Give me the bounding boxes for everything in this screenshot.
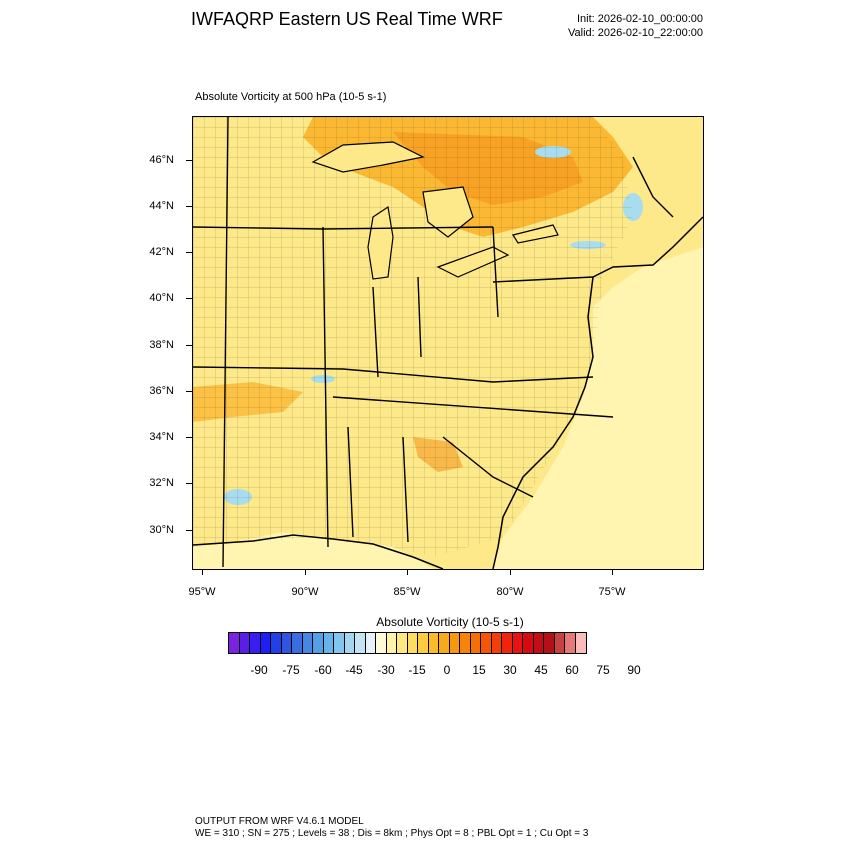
figure-title: IWFAQRP Eastern US Real Time WRF — [191, 9, 503, 29]
footer-model-line: OUTPUT FROM WRF V4.6.1 MODEL — [195, 816, 364, 827]
colorbar-swatch — [533, 633, 544, 653]
colorbar-label: -15 — [408, 663, 426, 677]
colorbar-label: 30 — [503, 663, 517, 677]
colorbar-swatch — [260, 633, 271, 653]
colorbar-label: 0 — [443, 663, 451, 677]
map-canvas — [193, 117, 703, 569]
lat-label-38n: 38°N — [149, 339, 174, 351]
lat-label-30n: 30°N — [149, 524, 174, 536]
lat-tick — [186, 483, 192, 484]
lat-tick — [186, 391, 192, 392]
lon-tick — [407, 569, 408, 575]
lake-ontario — [512, 224, 559, 244]
colorbar-swatch — [386, 633, 397, 653]
colorbar-label: 60 — [565, 663, 579, 677]
colorbar-swatch — [239, 633, 250, 653]
colorbar-swatch — [407, 633, 418, 653]
colorbar — [228, 632, 587, 654]
colorbar-swatch — [281, 633, 292, 653]
colorbar-swatch — [250, 633, 261, 653]
colorbar-swatch — [565, 633, 576, 653]
valid-time: Valid: 2026-02-10_22:00:00 — [568, 27, 703, 39]
colorbar-swatch — [575, 633, 586, 653]
colorbar-swatch — [491, 633, 502, 653]
colorbar-swatch — [302, 633, 313, 653]
lat-label-40n: 40°N — [149, 292, 174, 304]
lon-label-85w: 85°W — [393, 586, 421, 598]
colorbar-swatch — [554, 633, 565, 653]
colorbar-swatch — [323, 633, 334, 653]
map-title: Absolute Vorticity at 500 hPa (10-5 s-1) — [195, 91, 387, 103]
lake-superior — [311, 141, 425, 173]
colorbar-label: -30 — [377, 663, 395, 677]
lat-label-44n: 44°N — [149, 200, 174, 212]
colorbar-swatch — [344, 633, 355, 653]
lon-label-80w: 80°W — [496, 586, 524, 598]
lon-tick — [510, 569, 511, 575]
colorbar-swatch — [397, 633, 408, 653]
colorbar-swatch — [439, 633, 450, 653]
lon-label-90w: 90°W — [291, 586, 319, 598]
coastline — [193, 216, 703, 569]
state-boundaries — [193, 117, 674, 568]
lake-erie — [436, 246, 510, 278]
colorbar-swatch — [523, 633, 534, 653]
lake-michigan — [367, 205, 394, 280]
colorbar-swatch — [418, 633, 429, 653]
lat-label-42n: 42°N — [149, 246, 174, 258]
lat-label-36n: 36°N — [149, 385, 174, 397]
colorbar-label: -75 — [282, 663, 300, 677]
colorbar-label: 15 — [472, 663, 486, 677]
lat-tick — [186, 345, 192, 346]
lon-label-95w: 95°W — [188, 586, 216, 598]
colorbar-swatch — [502, 633, 513, 653]
footer-config-line: WE = 310 ; SN = 275 ; Levels = 38 ; Dis … — [195, 828, 589, 839]
colorbar-swatch — [292, 633, 303, 653]
init-time: Init: 2026-02-10_00:00:00 — [577, 13, 703, 25]
lat-label-32n: 32°N — [149, 477, 174, 489]
colorbar-label: 45 — [534, 663, 548, 677]
colorbar-swatch — [365, 633, 376, 653]
colorbar-swatch — [313, 633, 324, 653]
lon-tick — [305, 569, 306, 575]
lat-tick — [186, 530, 192, 531]
lat-tick — [186, 298, 192, 299]
lat-tick — [186, 206, 192, 207]
colorbar-title: Absolute Vorticity (10-5 s-1) — [376, 615, 524, 629]
colorbar-swatch — [449, 633, 460, 653]
lat-tick — [186, 437, 192, 438]
vorticity-map — [192, 116, 704, 570]
atlantic-ocean — [493, 247, 703, 569]
colorbar-swatch — [334, 633, 345, 653]
colorbar-swatch — [544, 633, 555, 653]
lon-tick — [202, 569, 203, 575]
colorbar-swatch — [428, 633, 439, 653]
colorbar-label: -60 — [314, 663, 332, 677]
lon-label-75w: 75°W — [598, 586, 626, 598]
lat-label-34n: 34°N — [149, 431, 174, 443]
lat-tick — [186, 252, 192, 253]
colorbar-swatch — [470, 633, 481, 653]
colorbar-swatch — [271, 633, 282, 653]
colorbar-swatch — [512, 633, 523, 653]
county-boundaries — [193, 117, 633, 557]
colorbar-swatch — [460, 633, 471, 653]
colorbar-label: 90 — [627, 663, 641, 677]
lat-tick — [186, 160, 192, 161]
colorbar-label: -45 — [345, 663, 363, 677]
colorbar-label: -90 — [250, 663, 268, 677]
colorbar-swatch — [355, 633, 366, 653]
colorbar-label: 75 — [596, 663, 610, 677]
lon-tick — [612, 569, 613, 575]
colorbar-swatch — [481, 633, 492, 653]
colorbar-swatch — [376, 633, 387, 653]
lat-label-46n: 46°N — [149, 154, 174, 166]
footer: OUTPUT FROM WRF V4.6.1 MODEL WE = 310 ; … — [195, 816, 588, 840]
colorbar-swatch — [229, 633, 240, 653]
